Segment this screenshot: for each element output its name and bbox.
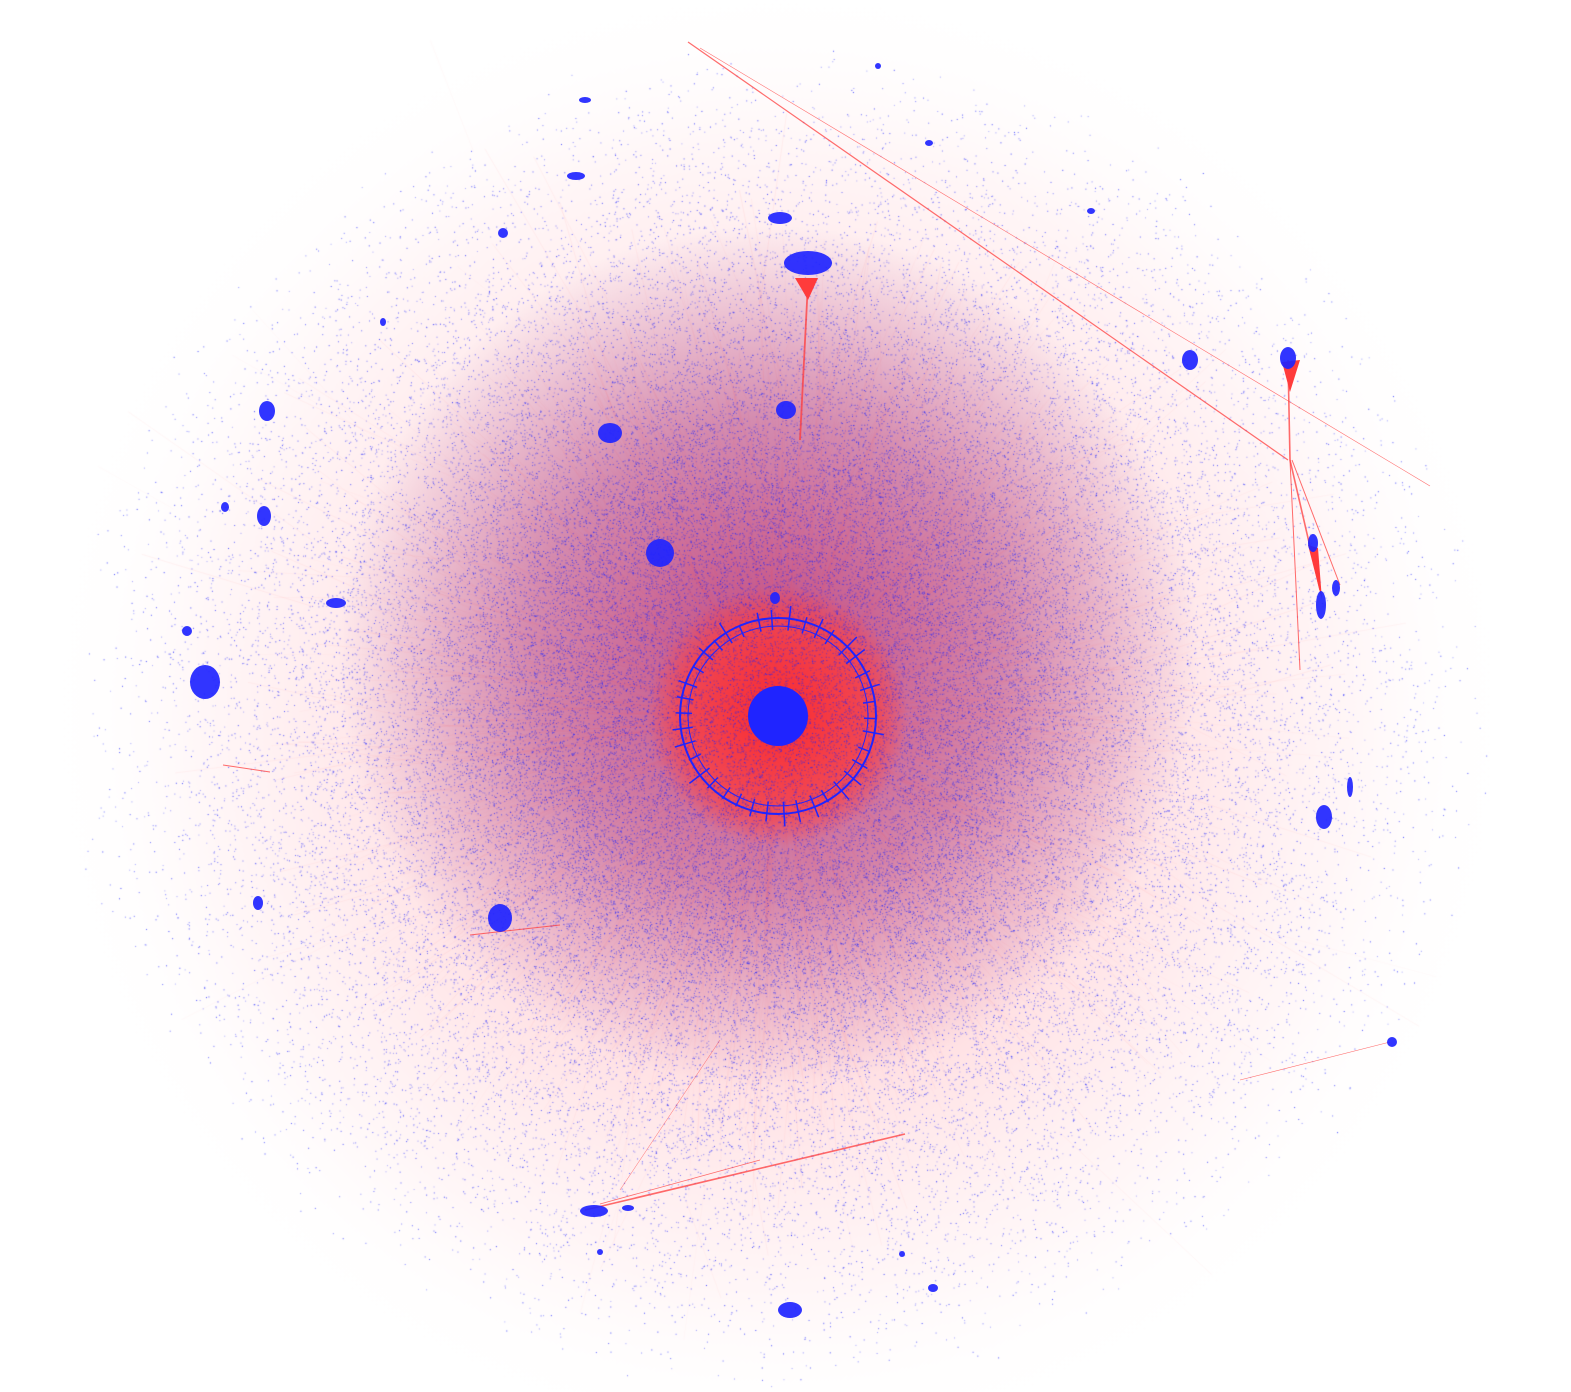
network-graph-canvas	[0, 0, 1571, 1392]
